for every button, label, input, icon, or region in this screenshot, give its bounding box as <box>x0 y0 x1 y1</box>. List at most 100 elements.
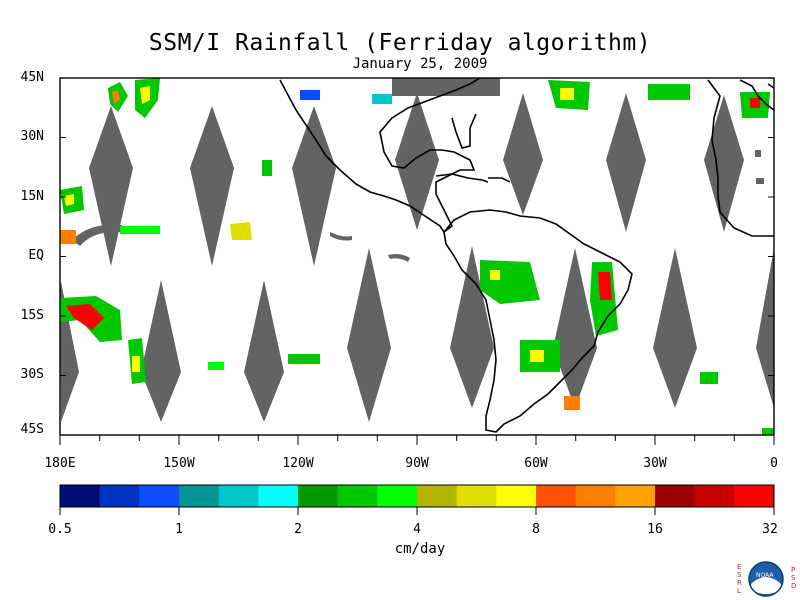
rain-patch-12 <box>66 304 104 330</box>
swath-patch-1 <box>755 150 761 157</box>
colorbar-label-32: 32 <box>762 522 778 537</box>
rain-patch-27 <box>598 272 612 300</box>
lat-label-30n: 30N <box>20 129 44 144</box>
lat-label-30s: 30S <box>20 367 44 382</box>
noaa-emblem-icon <box>748 561 784 597</box>
colorbar-label-2: 2 <box>294 522 302 537</box>
rain-patch-7 <box>60 230 76 244</box>
coast-florida <box>451 113 477 149</box>
map-date: January 25, 2009 <box>352 56 488 72</box>
colorbar-frame <box>59 484 775 508</box>
logo-left-letters: ESRL <box>737 563 742 595</box>
swath-9 <box>141 280 181 422</box>
colorbar-segment-12 <box>496 485 537 507</box>
coastlines <box>279 77 775 433</box>
colorbar-segment-10 <box>417 485 457 507</box>
lon-label-0: 0 <box>770 456 778 471</box>
swath-14 <box>653 248 697 408</box>
colorbar-label-4: 4 <box>413 522 421 537</box>
swath-4 <box>395 93 439 230</box>
lat-label-15s: 15S <box>20 308 44 323</box>
swath-6 <box>606 93 646 232</box>
colorbar-segment-14 <box>575 485 616 507</box>
rain-patch-18 <box>372 94 392 104</box>
rain-patch-15 <box>208 362 224 370</box>
rainfall-patches <box>60 78 774 435</box>
swath-10 <box>244 280 284 422</box>
rain-patch-6 <box>64 194 74 206</box>
lat-label-15n: 15N <box>20 189 44 204</box>
swath-patch-2 <box>756 178 764 184</box>
rain-patch-8 <box>120 226 160 234</box>
swath-7 <box>704 95 744 232</box>
rain-patch-23 <box>750 98 760 108</box>
coast-iberia <box>739 79 775 111</box>
lon-label-30w: 30W <box>643 456 667 471</box>
colorbar-label-0.5: 0.5 <box>48 522 72 537</box>
rain-patch-9 <box>230 222 252 240</box>
colorbar-segment-2 <box>99 485 140 507</box>
colorbar-segment-3 <box>139 485 180 507</box>
colorbar-segment-1 <box>60 485 100 507</box>
colorbar-segment-9 <box>377 485 418 507</box>
coast-south-america <box>443 209 633 433</box>
lon-label-150w: 150W <box>163 456 195 471</box>
colorbar-segment-16 <box>655 485 695 507</box>
lat-label-45n: 45N <box>20 70 44 85</box>
rain-patch-20 <box>560 88 574 100</box>
colorbar-segment-13 <box>536 485 576 507</box>
colorbar-segment-11 <box>456 485 497 507</box>
rain-patch-17 <box>300 90 320 100</box>
lon-label-90w: 90W <box>405 456 429 471</box>
colorbar-segment-4 <box>179 485 219 507</box>
rain-patch-16 <box>288 354 320 364</box>
lat-ticks <box>60 77 774 436</box>
coast-north-america <box>279 77 481 234</box>
swath-arc-1 <box>72 224 122 246</box>
colorbar-units: cm/day <box>394 541 446 557</box>
noaa-esrl-psd-logo: ESRL NOAA PSD <box>735 560 797 598</box>
colorbar-segment-15 <box>615 485 656 507</box>
rain-patch-4 <box>140 86 150 104</box>
colorbar-segment-18 <box>734 485 775 507</box>
swath-11 <box>347 248 391 422</box>
swath-15 <box>756 248 774 408</box>
swath-arc-3 <box>388 254 410 262</box>
rain-patch-21 <box>648 84 690 100</box>
swath-2 <box>190 106 234 266</box>
lon-label-60w: 60W <box>524 456 548 471</box>
swath-13 <box>553 248 597 408</box>
colorbar-label-1: 1 <box>175 522 183 537</box>
map-title: SSM/I Rainfall (Ferriday algorithm) <box>148 30 652 56</box>
rain-patch-29 <box>530 350 544 362</box>
rain-patch-25 <box>490 270 500 280</box>
colorbar-label-8: 8 <box>532 522 540 537</box>
lat-label-eq: EQ <box>28 248 44 263</box>
colorbar-segment-7 <box>298 485 338 507</box>
lon-label-180e: 180E <box>44 456 76 471</box>
swath-1 <box>89 106 133 266</box>
logo-center-text: NOAA <box>756 572 774 579</box>
swath-3 <box>292 106 336 266</box>
rain-patch-2 <box>112 90 120 104</box>
coast-cuba <box>435 173 489 183</box>
coast-uk-stub <box>767 83 775 89</box>
swath-5 <box>503 93 543 215</box>
colorbar-label-16: 16 <box>647 522 663 537</box>
swath-arc-2 <box>330 232 352 241</box>
rain-patch-32 <box>762 428 774 435</box>
rain-patch-14 <box>132 356 140 372</box>
no-data-swaths <box>60 78 774 422</box>
coast-africa <box>707 79 774 237</box>
colorbar-segment-8 <box>337 485 378 507</box>
rain-patch-31 <box>700 372 718 384</box>
rain-patch-10 <box>262 160 272 176</box>
lon-label-120w: 120W <box>282 456 314 471</box>
colorbar-segment-17 <box>694 485 735 507</box>
swath-12 <box>450 246 494 408</box>
logo-right-letters: PSD <box>791 566 797 590</box>
lon-ticks <box>59 435 775 445</box>
lat-label-45s: 45S <box>20 422 44 437</box>
coast-hispaniola <box>488 177 511 183</box>
